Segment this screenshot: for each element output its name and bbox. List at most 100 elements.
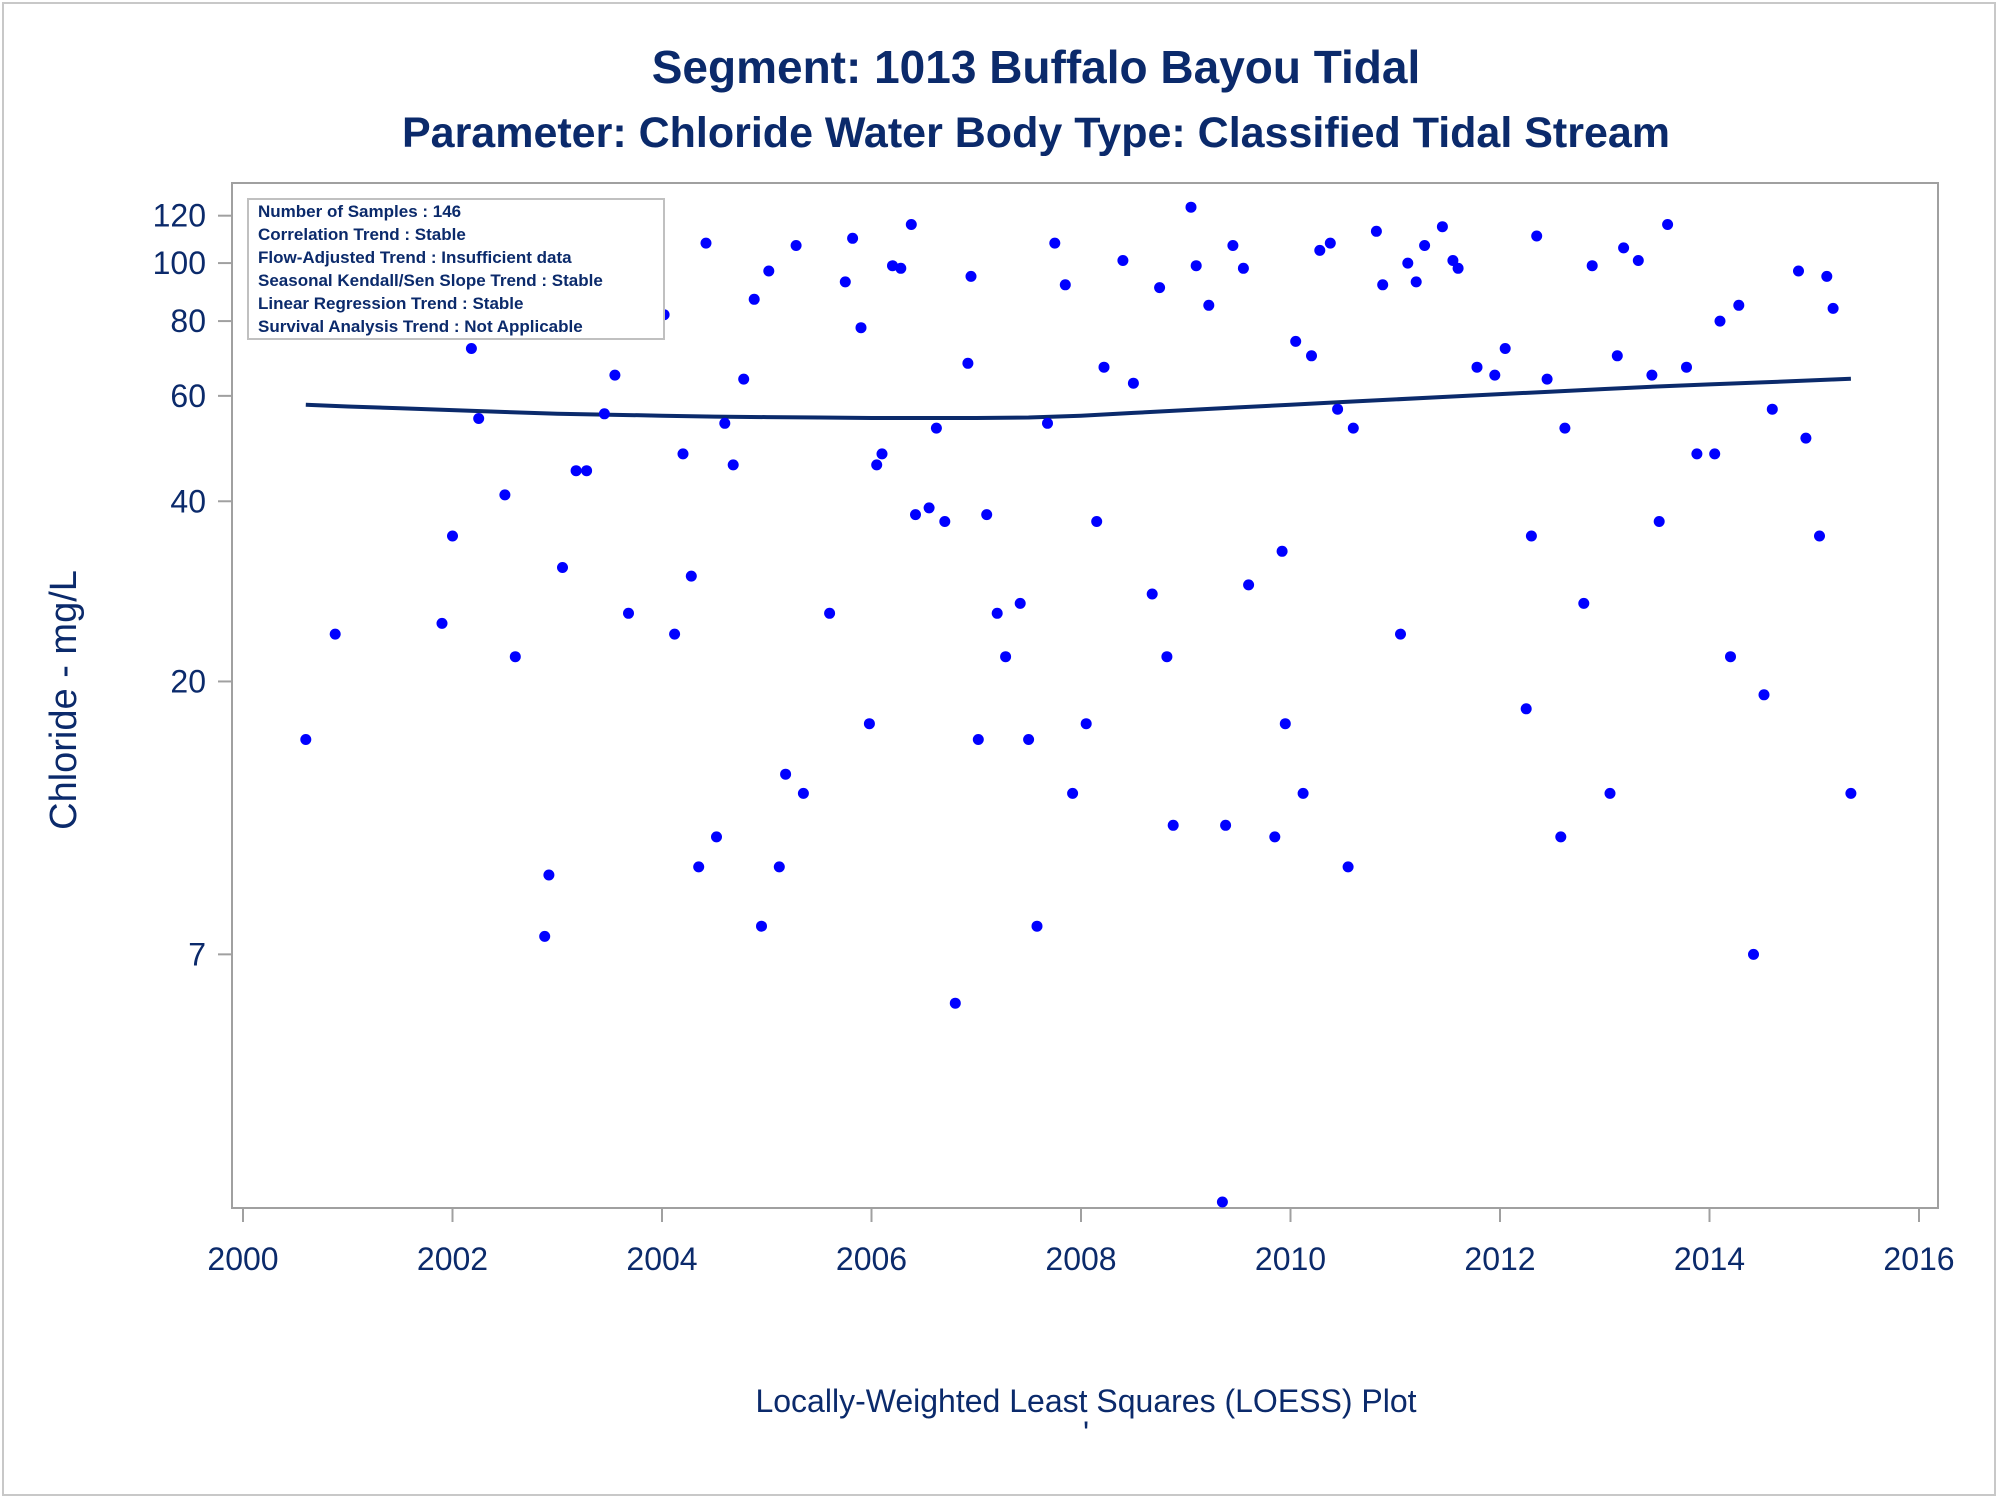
data-point xyxy=(1758,689,1770,701)
data-point xyxy=(1000,651,1012,663)
data-point xyxy=(1402,257,1414,269)
data-point xyxy=(557,562,568,573)
data-point xyxy=(1559,422,1571,434)
plot-border xyxy=(231,182,1939,1209)
data-point xyxy=(748,293,760,305)
data-point xyxy=(1555,831,1567,843)
y-tick-label: 20 xyxy=(170,663,206,699)
data-point xyxy=(855,322,867,334)
data-point xyxy=(1377,279,1389,291)
data-point xyxy=(1632,255,1644,266)
data-point xyxy=(1611,350,1623,362)
data-point xyxy=(677,448,689,460)
data-point xyxy=(773,861,785,873)
data-point xyxy=(1827,302,1839,314)
data-point xyxy=(685,570,697,582)
stats-box: Number of Samples : 146 Correlation Tren… xyxy=(247,198,665,340)
data-point xyxy=(1748,948,1759,960)
data-point xyxy=(1314,244,1326,256)
data-point xyxy=(797,787,809,799)
stats-line-survival: Survival Analysis Trend : Not Applicable xyxy=(258,317,583,336)
data-point xyxy=(1520,703,1532,715)
loess-trend-layer xyxy=(305,376,1851,420)
loess-trend-line xyxy=(305,376,1851,420)
data-point xyxy=(1237,262,1249,274)
data-point xyxy=(1098,361,1110,373)
data-point xyxy=(895,262,907,274)
data-point xyxy=(1306,350,1317,362)
data-point xyxy=(1578,597,1590,609)
data-point xyxy=(1167,819,1179,831)
data-point xyxy=(570,465,582,477)
data-point xyxy=(1653,516,1665,527)
data-point xyxy=(839,276,851,288)
y-tick-label: 100 xyxy=(153,245,206,281)
data-point xyxy=(1681,361,1692,373)
data-point xyxy=(876,448,888,460)
data-point xyxy=(939,516,951,527)
data-point xyxy=(962,357,974,369)
data-point xyxy=(981,509,993,521)
data-point xyxy=(623,607,634,619)
data-point xyxy=(581,465,593,477)
stats-line-flow-adjusted: Flow-Adjusted Trend : Insufficient data xyxy=(258,248,572,267)
data-point xyxy=(1793,265,1804,277)
data-point xyxy=(1279,718,1291,730)
data-point xyxy=(905,219,917,230)
data-point xyxy=(1814,530,1825,542)
stats-line-linear-regression: Linear Regression Trend : Stable xyxy=(258,294,523,313)
x-axis: 2000 2002 2004 2006 2008 2010 2012 2014 2016 xyxy=(207,1208,1955,1277)
data-point xyxy=(1410,276,1422,288)
data-point xyxy=(1489,369,1501,381)
data-point xyxy=(1220,819,1232,831)
data-point xyxy=(930,422,942,434)
data-point xyxy=(1269,831,1281,843)
data-point xyxy=(1525,530,1537,542)
data-point xyxy=(1342,861,1354,873)
data-point xyxy=(824,607,836,619)
footer-mark: ' xyxy=(1083,1415,1089,1451)
data-point xyxy=(847,232,859,244)
x-tick-label: 2010 xyxy=(1255,1241,1326,1277)
data-point xyxy=(300,734,312,745)
x-tick-label: 2004 xyxy=(626,1241,697,1277)
data-point xyxy=(1243,579,1255,591)
data-point xyxy=(1845,787,1857,799)
x-tick-label: 2008 xyxy=(1045,1241,1116,1277)
stats-box-border xyxy=(247,198,665,340)
data-point xyxy=(1531,230,1543,242)
data-point xyxy=(1185,201,1197,213)
data-point xyxy=(1821,270,1833,282)
data-point xyxy=(887,260,898,272)
x-tick-label: 2000 xyxy=(207,1241,278,1277)
data-point xyxy=(790,240,802,251)
data-point xyxy=(329,628,341,640)
data-point xyxy=(863,718,875,730)
data-point xyxy=(871,459,883,471)
data-point xyxy=(700,237,712,249)
chart-title: Segment: 1013 Buffalo Bayou Tidal xyxy=(652,41,1421,93)
data-point xyxy=(499,489,511,501)
data-point xyxy=(1691,448,1703,460)
data-point xyxy=(1042,417,1053,429)
data-point xyxy=(465,343,477,354)
data-point xyxy=(1203,299,1215,311)
data-point xyxy=(1347,422,1359,434)
data-point xyxy=(1714,315,1726,327)
data-point xyxy=(1395,628,1406,640)
data-point xyxy=(738,373,750,385)
data-point xyxy=(1586,260,1598,272)
data-point xyxy=(1049,237,1061,249)
stats-line-seasonal-kendall: Seasonal Kendall/Sen Slope Trend : Stabl… xyxy=(258,271,603,290)
x-tick-label: 2014 xyxy=(1674,1241,1745,1277)
y-tick-label: 60 xyxy=(170,378,206,414)
x-tick-label: 2012 xyxy=(1464,1241,1535,1277)
data-point xyxy=(1127,377,1139,389)
data-point xyxy=(473,413,485,424)
chart-subtitle: Parameter: Chloride Water Body Type: Cla… xyxy=(402,109,1670,157)
data-point xyxy=(509,651,521,663)
data-point xyxy=(1091,516,1103,527)
data-point xyxy=(609,369,621,381)
y-tick-label: 80 xyxy=(170,303,206,339)
